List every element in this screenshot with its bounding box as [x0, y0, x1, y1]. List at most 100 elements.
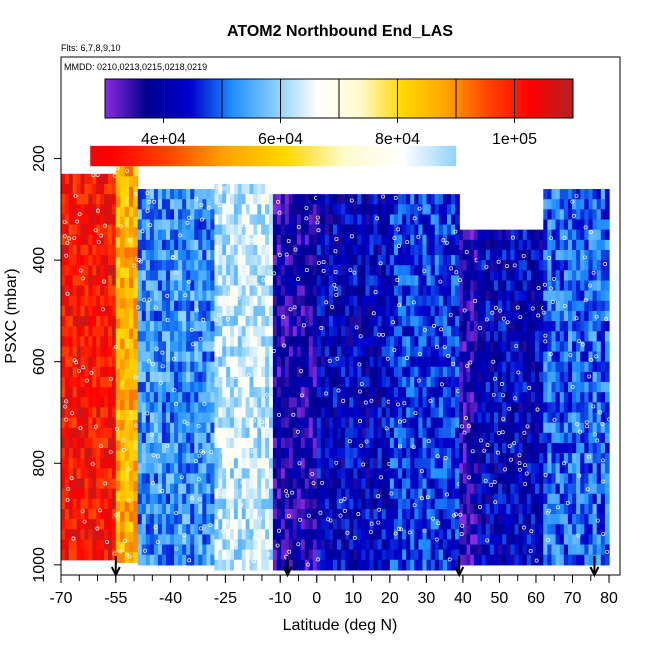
heat-cell: [137, 382, 143, 393]
heat-cell: [61, 204, 66, 216]
heat-cell: [269, 468, 274, 480]
heat-cell: [345, 437, 350, 449]
heat-cell: [300, 214, 306, 226]
heat-cell: [104, 508, 109, 520]
heat-cell: [61, 407, 66, 419]
heat-cell: [514, 453, 520, 464]
heat-cell: [446, 387, 452, 398]
heat-cell: [442, 346, 448, 358]
heat-cell: [253, 519, 258, 530]
heat-cell: [337, 366, 342, 378]
heat-cell: [80, 346, 86, 358]
heat-cell: [349, 407, 354, 419]
heat-cell: [324, 224, 330, 236]
heat-cell: [124, 481, 130, 492]
heat-cell: [64, 539, 70, 551]
heat-cell: [296, 437, 302, 449]
heat-cell: [535, 514, 540, 525]
heat-cell: [182, 514, 187, 525]
heat-cell: [402, 488, 407, 500]
heat-cell: [174, 321, 179, 332]
heat-cell: [385, 275, 391, 287]
heat-cell: [349, 519, 354, 530]
heat-cell: [133, 328, 139, 340]
heat-cell: [530, 442, 536, 454]
heat-cell: [107, 326, 113, 337]
data-column: [135, 189, 216, 566]
heat-cell: [272, 285, 278, 297]
heat-cell: [284, 407, 290, 419]
heat-cell: [222, 326, 227, 337]
heat-cell: [345, 336, 350, 348]
heat-cell: [165, 412, 171, 424]
heat-cell: [96, 316, 101, 327]
heat-cell: [506, 300, 511, 312]
sample-marker: [198, 336, 203, 341]
sample-marker: [202, 401, 207, 406]
heat-cell: [510, 514, 516, 525]
heat-cell: [455, 488, 460, 500]
heat-cell: [410, 244, 415, 256]
heat-cell: [555, 351, 561, 363]
sample-marker: [132, 263, 137, 268]
heat-cell: [489, 432, 495, 444]
heat-cell: [455, 326, 460, 337]
heat-cell: [353, 244, 358, 256]
sample-marker: [95, 526, 100, 531]
heat-cell: [165, 290, 171, 302]
heat-cell: [111, 448, 117, 459]
heat-cell: [190, 382, 195, 393]
sample-marker: [150, 361, 155, 366]
heat-cell: [377, 366, 383, 378]
heat-cell: [88, 356, 93, 368]
heat-cell: [296, 539, 302, 551]
heat-cell: [493, 493, 499, 505]
heat-cell: [265, 183, 270, 195]
heat-cell: [373, 265, 379, 276]
heat-cell: [526, 371, 532, 383]
heat-cell: [284, 194, 290, 205]
heat-cell: [124, 379, 130, 391]
heat-cell: [341, 255, 346, 266]
heat-cell: [241, 244, 247, 256]
heat-cell: [438, 397, 444, 409]
sample-marker: [261, 277, 266, 282]
heat-cell: [292, 356, 298, 368]
heat-cell: [272, 234, 278, 246]
heat-cell: [237, 285, 243, 297]
heat-cell: [198, 442, 203, 454]
heat-cell: [190, 260, 195, 271]
heat-cell: [104, 376, 109, 388]
heat-cell: [141, 290, 147, 302]
heat-cell: [365, 458, 371, 469]
heat-cell: [539, 280, 544, 292]
heat-cell: [233, 244, 239, 256]
heat-cell: [84, 427, 90, 439]
heat-cell: [341, 316, 346, 327]
heat-cell: [292, 437, 298, 449]
heat-cell: [539, 524, 544, 535]
heat-cell: [518, 260, 524, 271]
sample-marker: [213, 317, 218, 322]
heat-cell: [430, 336, 436, 348]
heat-cell: [104, 285, 109, 297]
heat-cell: [253, 468, 258, 480]
sample-marker: [515, 305, 520, 310]
heat-cell: [218, 458, 223, 469]
heat-cell: [316, 549, 322, 561]
heat-cell: [218, 275, 223, 287]
heat-cell: [361, 539, 367, 551]
heat-cell: [498, 493, 503, 505]
sample-marker: [80, 276, 85, 281]
heat-cell: [316, 336, 322, 348]
heat-cell: [210, 554, 216, 566]
heat-cell: [284, 539, 290, 551]
heat-cell: [272, 397, 278, 409]
heat-cell: [300, 468, 306, 480]
heat-cell: [206, 229, 212, 241]
heat-cell: [214, 285, 219, 297]
heat-cell: [473, 534, 479, 546]
heat-cell: [539, 249, 544, 261]
heat-cell: [80, 336, 86, 348]
heat-cell: [276, 265, 282, 276]
